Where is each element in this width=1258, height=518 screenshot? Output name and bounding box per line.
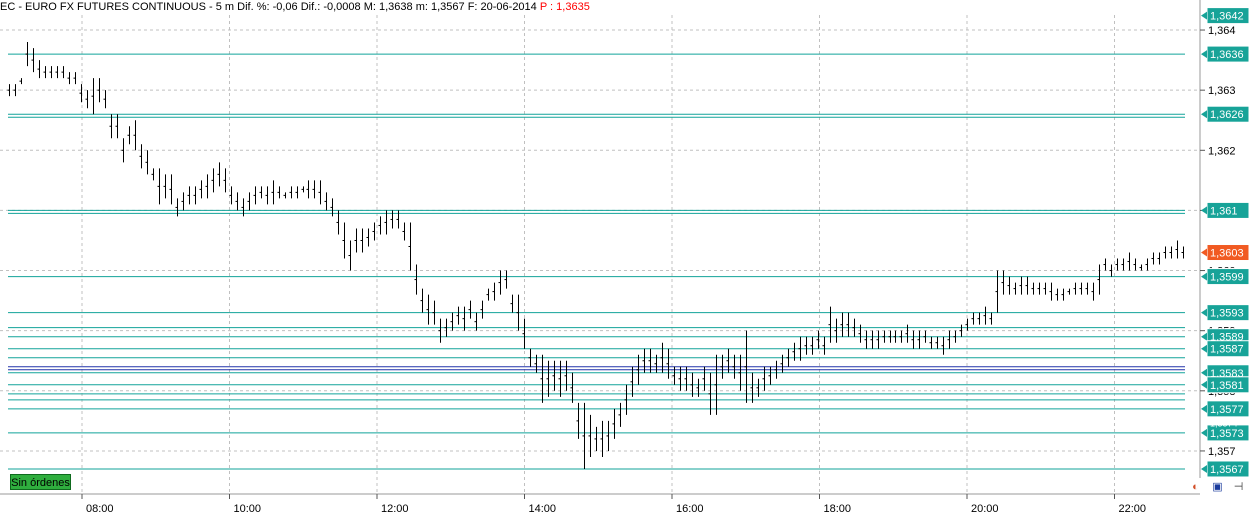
y-tick-label: 1,363 <box>1208 85 1236 97</box>
last-price-label: P : 1,3635 <box>539 1 590 13</box>
price-bars <box>7 42 1184 469</box>
level-label: 1,3626 <box>1210 109 1244 121</box>
palette-icon[interactable]: ◐ <box>1192 481 1199 493</box>
level-label-pointer <box>1201 464 1207 473</box>
x-tick-label: 10:00 <box>234 503 262 515</box>
orders-button[interactable]: Sin órdenes <box>10 474 71 490</box>
time-axis: 08:00 10:00 12:00 14:00 16:00 18:00 20:00 22:00 <box>81 494 1147 515</box>
level-label: 1,361 <box>1210 205 1238 217</box>
level-label-pointer <box>1201 368 1207 377</box>
partial-level-label: 1,3642 <box>1210 11 1244 23</box>
low-label: m: 1,3567 <box>415 1 465 13</box>
high-label: M: 1,3638 <box>363 1 413 13</box>
y-tick-label: 1,357 <box>1208 446 1236 458</box>
partial-level-label: 1,3574 <box>1210 418 1238 428</box>
level-label: 1,3573 <box>1210 428 1244 440</box>
symbol-label: EC - EURO FX FUTURES CONTINUOUS <box>0 1 206 13</box>
level-label-pointer <box>1201 110 1207 119</box>
level-label-pointer <box>1201 50 1207 59</box>
level-label-pointer <box>1201 206 1207 215</box>
level-label-pointer <box>1201 404 1207 413</box>
y-tick-label: 1,364 <box>1208 25 1236 37</box>
level-label: 1,3577 <box>1210 404 1244 416</box>
x-tick-label: 16:00 <box>676 503 704 515</box>
x-tick-label: 18:00 <box>824 503 852 515</box>
chart-toolbar: ◐ ▣ ⊣ <box>1188 480 1254 497</box>
change-label: Dif.: -0,0008 <box>300 1 361 13</box>
x-tick-label: 08:00 <box>86 503 114 515</box>
level-labels: 1,3642 1,3636 1,3626 1,361 1,3599 1,3593 1,358… <box>1201 7 1250 478</box>
current-price-label: 1,3603 <box>1210 248 1244 260</box>
level-label-pointer <box>1201 380 1207 389</box>
level-label-pointer <box>1201 332 1207 341</box>
level-label: 1,3636 <box>1210 49 1244 61</box>
level-label: 1,3593 <box>1210 308 1244 320</box>
level-label-pointer <box>1201 308 1207 317</box>
x-tick-label: 12:00 <box>381 503 409 515</box>
x-tick-label: 20:00 <box>971 503 999 515</box>
horizontal-levels <box>8 53 1185 470</box>
level-label-pointer <box>1201 344 1207 353</box>
level-label: 1,3599 <box>1210 272 1244 284</box>
level-label: 1,3567 <box>1210 464 1244 476</box>
change-pct-label: Dif. %: -0,06 <box>237 1 298 13</box>
current-price-label-pointer <box>1201 248 1207 257</box>
partial-level-label-pointer <box>1201 11 1207 20</box>
y-tick-label: 1,362 <box>1208 145 1236 157</box>
level-label-pointer <box>1201 428 1207 437</box>
x-tick-label: 22:00 <box>1119 503 1147 515</box>
level-label-pointer <box>1201 272 1207 281</box>
pin-icon[interactable]: ⊣ <box>1233 481 1244 493</box>
x-tick-label: 14:00 <box>529 503 557 515</box>
level-label: 1,3587 <box>1210 344 1244 356</box>
save-icon[interactable]: ▣ <box>1212 481 1223 493</box>
level-label: 1,3581 <box>1210 380 1244 392</box>
chart-grid <box>0 15 1200 494</box>
date-label: F: 20-06-2014 <box>467 1 537 13</box>
interval-label: 5 m <box>215 1 235 13</box>
chart-header: EC - EURO FX FUTURES CONTINUOUS - 5 m Di… <box>0 0 1200 15</box>
